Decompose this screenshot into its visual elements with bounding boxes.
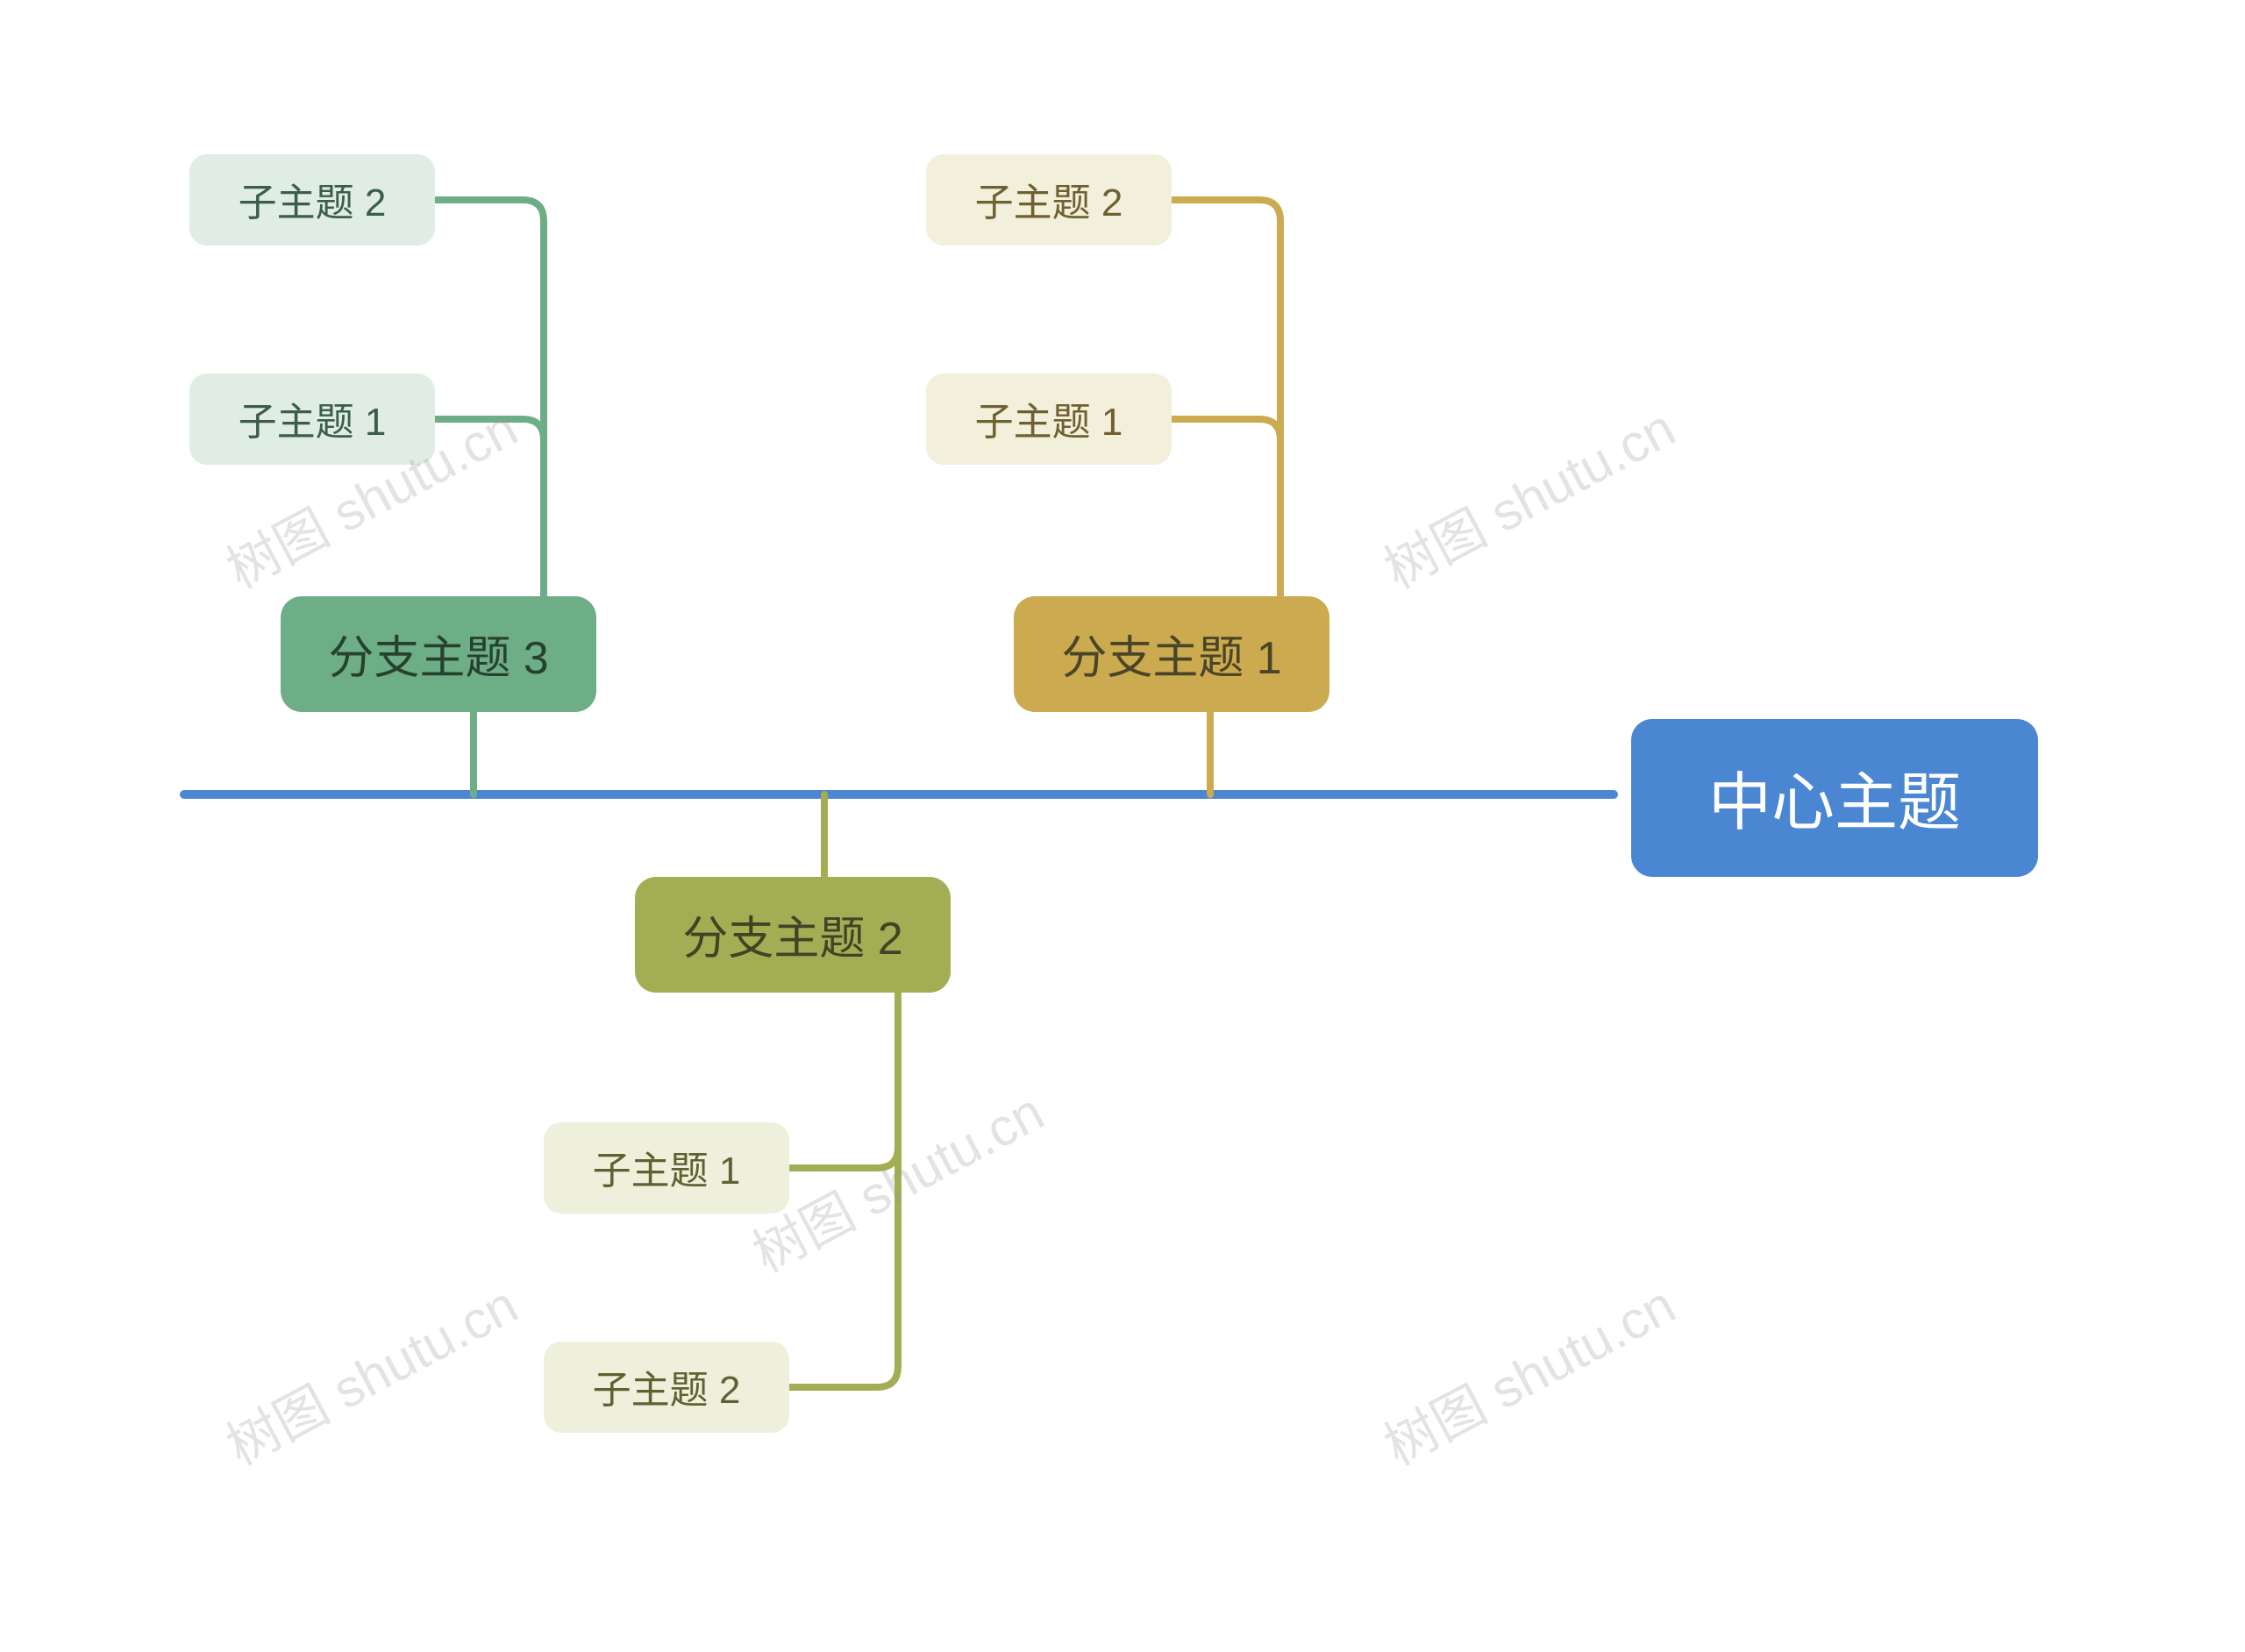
mindmap-canvas: 中心主题 分支主题 1 子主题 1 子主题 2 分支主题 2 子主题 1 子主题 2 分支主题…: [0, 0, 2245, 1652]
center-node[interactable]: 中心主题: [1631, 719, 2038, 877]
watermark: 树图 shutu.cn: [211, 1263, 529, 1480]
child-node-b3c2[interactable]: 子主题 2: [189, 154, 435, 246]
watermark: 树图 shutu.cn: [1369, 1263, 1686, 1480]
watermark: 树图 shutu.cn: [1369, 386, 1686, 603]
branch-node-b3[interactable]: 分支主题 3: [281, 596, 596, 712]
child-node-b2c1[interactable]: 子主题 1: [544, 1122, 789, 1214]
branch-node-b2[interactable]: 分支主题 2: [635, 877, 951, 993]
child-node-b1c1[interactable]: 子主题 1: [926, 374, 1172, 465]
child-node-b2c2[interactable]: 子主题 2: [544, 1342, 789, 1433]
child-node-b3c1[interactable]: 子主题 1: [189, 374, 435, 465]
child-node-b1c2[interactable]: 子主题 2: [926, 154, 1172, 246]
branch-node-b1[interactable]: 分支主题 1: [1014, 596, 1329, 712]
